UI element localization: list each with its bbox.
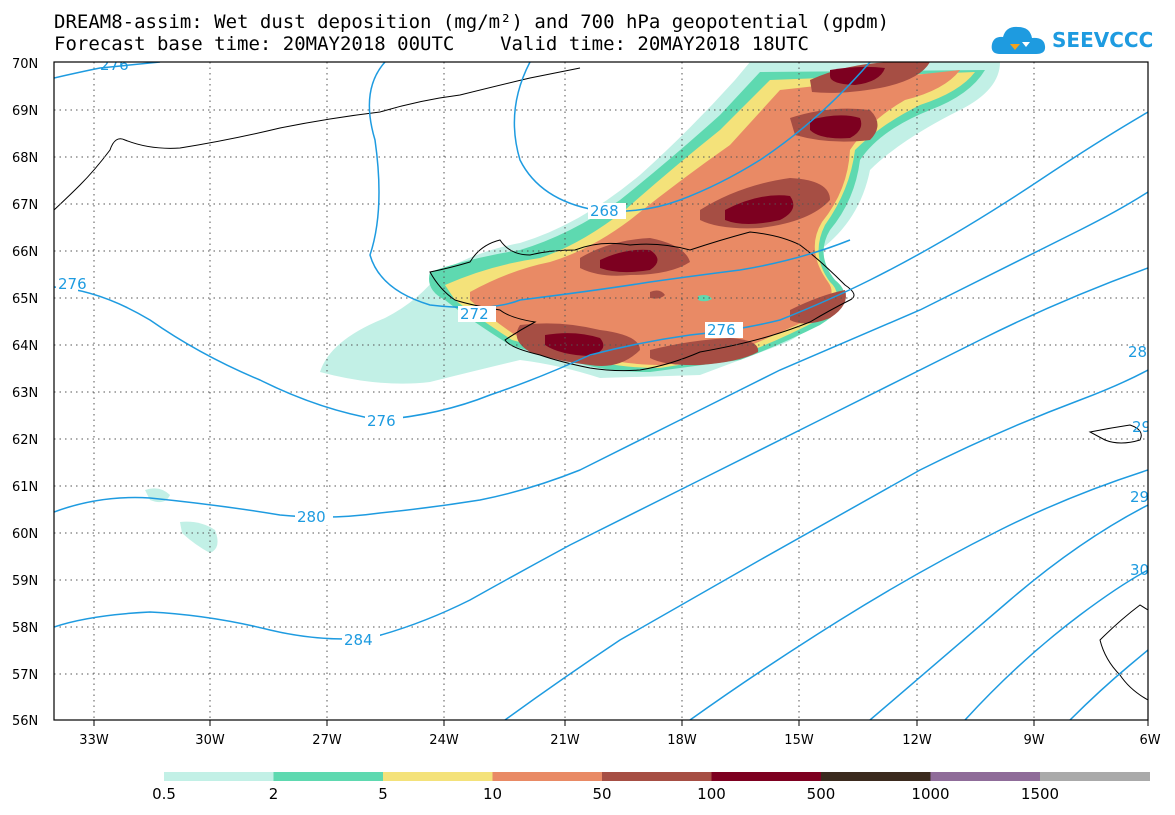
colorbar-label: 100 bbox=[697, 785, 726, 803]
lon-label: 30W bbox=[195, 733, 225, 748]
seevccc-logo: SEEVCCC bbox=[990, 20, 1153, 60]
lat-label: 60N bbox=[12, 527, 38, 542]
chart-subtitle: Forecast base time: 20MAY2018 00UTC Vali… bbox=[54, 33, 809, 55]
colorbar-label: 2 bbox=[268, 785, 279, 803]
axis-ticks bbox=[93, 720, 1149, 726]
contour-labels: 276 268 276 272 276 276 280 284 28 29 29… bbox=[56, 56, 1151, 649]
lat-label: 69N bbox=[12, 104, 38, 119]
lat-label: 64N bbox=[12, 339, 38, 354]
lon-label: 15W bbox=[784, 733, 814, 748]
contour-label: 272 bbox=[460, 305, 489, 323]
latitude-labels: 70N 69N 68N 67N 66N 65N 64N 63N 62N 61N … bbox=[12, 57, 38, 729]
contour-label: 276 bbox=[100, 56, 129, 74]
colorbar-label: 500 bbox=[806, 785, 836, 803]
contour-label: 30 bbox=[1130, 561, 1149, 579]
colorbar-label: 1500 bbox=[1020, 785, 1060, 803]
colorbar-segment bbox=[164, 772, 274, 781]
lat-label: 62N bbox=[12, 433, 38, 448]
contour-label: 276 bbox=[707, 321, 736, 339]
lat-label: 63N bbox=[12, 386, 38, 401]
lat-label: 58N bbox=[12, 621, 38, 636]
dust-deposition-field bbox=[145, 62, 1000, 553]
chart-title: DREAM8-assim: Wet dust deposition (mg/m²… bbox=[54, 11, 890, 33]
colorbar-segment bbox=[492, 772, 603, 781]
lat-label: 66N bbox=[12, 245, 38, 260]
lon-label: 24W bbox=[429, 733, 459, 748]
lon-label: 33W bbox=[79, 733, 109, 748]
colorbar-segment bbox=[821, 772, 931, 781]
colorbar bbox=[164, 772, 1150, 781]
contour-label: 276 bbox=[58, 275, 87, 293]
lon-label: 6W bbox=[1139, 733, 1160, 748]
lat-label: 57N bbox=[12, 668, 38, 683]
colorbar-segment bbox=[1040, 772, 1150, 781]
contour-label: 280 bbox=[297, 508, 326, 526]
colorbar-segment bbox=[383, 772, 493, 781]
colorbar-segment bbox=[930, 772, 1041, 781]
contour-label: 28 bbox=[1128, 343, 1147, 361]
lon-label: 12W bbox=[902, 733, 932, 748]
contour-label: 276 bbox=[367, 412, 396, 430]
colorbar-segment bbox=[602, 772, 712, 781]
colorbar-segment bbox=[273, 772, 384, 781]
lon-label: 18W bbox=[667, 733, 697, 748]
lon-label: 9W bbox=[1023, 733, 1044, 748]
geopotential-contours bbox=[54, 62, 1148, 720]
lat-label: 59N bbox=[12, 574, 38, 589]
contour-label: 284 bbox=[344, 631, 373, 649]
colorbar-label: 5 bbox=[378, 785, 388, 803]
colorbar-label: 1000 bbox=[911, 785, 950, 803]
lat-label: 70N bbox=[12, 57, 38, 72]
lat-label: 56N bbox=[12, 714, 38, 729]
contour-label: 29 bbox=[1130, 488, 1149, 506]
contour-label: 268 bbox=[590, 202, 619, 220]
lat-label: 65N bbox=[12, 292, 38, 307]
coastlines bbox=[54, 67, 1148, 701]
colorbar-label: 10 bbox=[482, 785, 503, 803]
lon-label: 27W bbox=[312, 733, 342, 748]
contour-label: 29 bbox=[1132, 418, 1151, 436]
lat-label: 68N bbox=[12, 151, 38, 166]
lon-label: 21W bbox=[550, 733, 580, 748]
longitude-labels: 33W 30W 27W 24W 21W 18W 15W 12W 9W 6W bbox=[79, 733, 1160, 748]
gridlines bbox=[54, 62, 1148, 720]
lat-label: 61N bbox=[12, 480, 38, 495]
colorbar-label: 0.5 bbox=[152, 785, 176, 803]
cloud-icon bbox=[991, 26, 1046, 54]
logo-text: SEEVCCC bbox=[1052, 28, 1154, 52]
lat-label: 67N bbox=[12, 198, 38, 213]
map-frame bbox=[53, 61, 1149, 721]
colorbar-label: 50 bbox=[592, 785, 612, 803]
colorbar-segment bbox=[711, 772, 822, 781]
